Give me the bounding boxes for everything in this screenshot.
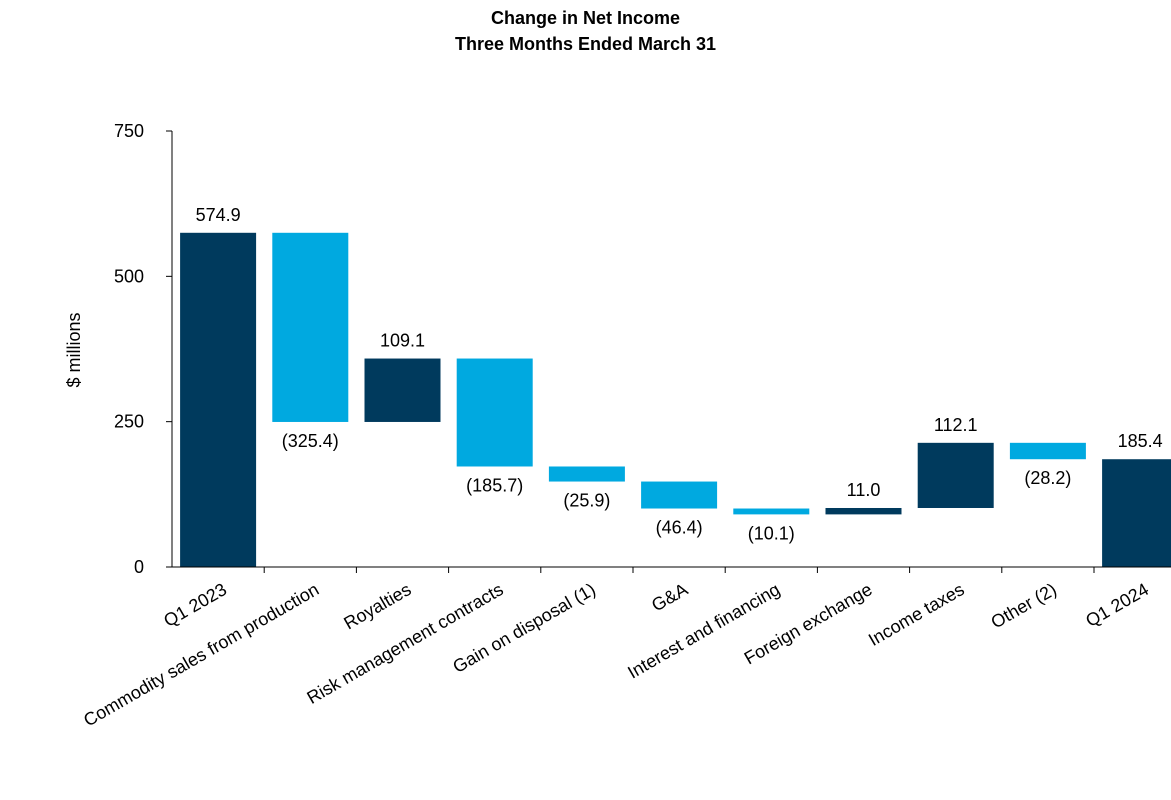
bar-4	[548, 466, 625, 482]
bar-2	[364, 358, 441, 422]
category-label-5: G&A	[648, 579, 691, 615]
data-label-7: 11.0	[847, 480, 881, 500]
y-tick-label: 750	[114, 121, 144, 141]
y-axis-title: $ millions	[64, 312, 84, 387]
chart-subtitle: Three Months Ended March 31	[454, 34, 717, 54]
bar-6	[733, 508, 810, 515]
bar-0	[180, 232, 257, 567]
category-label-8: Income taxes	[865, 579, 968, 650]
data-label-4: (25.9)	[563, 491, 610, 511]
data-label-1: (325.4)	[282, 431, 339, 451]
data-label-10: 185.4	[1118, 431, 1163, 451]
data-label-0: 574.9	[196, 205, 241, 225]
data-label-2: 109.1	[380, 331, 425, 351]
category-label-6: Interest and financing	[624, 579, 783, 682]
category-label-2: Royalties	[340, 579, 414, 633]
category-label-10: Q1 2024	[1082, 579, 1152, 631]
data-label-8: 112.1	[934, 415, 978, 435]
data-label-3: (185.7)	[466, 475, 523, 495]
y-tick-label: 500	[114, 266, 144, 286]
category-label-9: Other (2)	[988, 579, 1060, 632]
y-tick-label: 250	[114, 412, 144, 432]
chart-title: Change in Net Income	[490, 8, 681, 28]
bar-10	[1102, 459, 1171, 567]
data-label-5: (46.4)	[656, 518, 703, 538]
bar-8	[917, 442, 994, 508]
bar-1	[272, 232, 349, 422]
y-tick-label: 0	[134, 557, 144, 577]
bar-7	[825, 507, 902, 515]
data-label-9: (28.2)	[1024, 468, 1071, 488]
category-label-0: Q1 2023	[160, 579, 230, 631]
bar-3	[456, 358, 533, 467]
data-label-6: (10.1)	[748, 523, 795, 543]
bar-9	[1009, 442, 1086, 460]
bar-5	[641, 481, 718, 509]
